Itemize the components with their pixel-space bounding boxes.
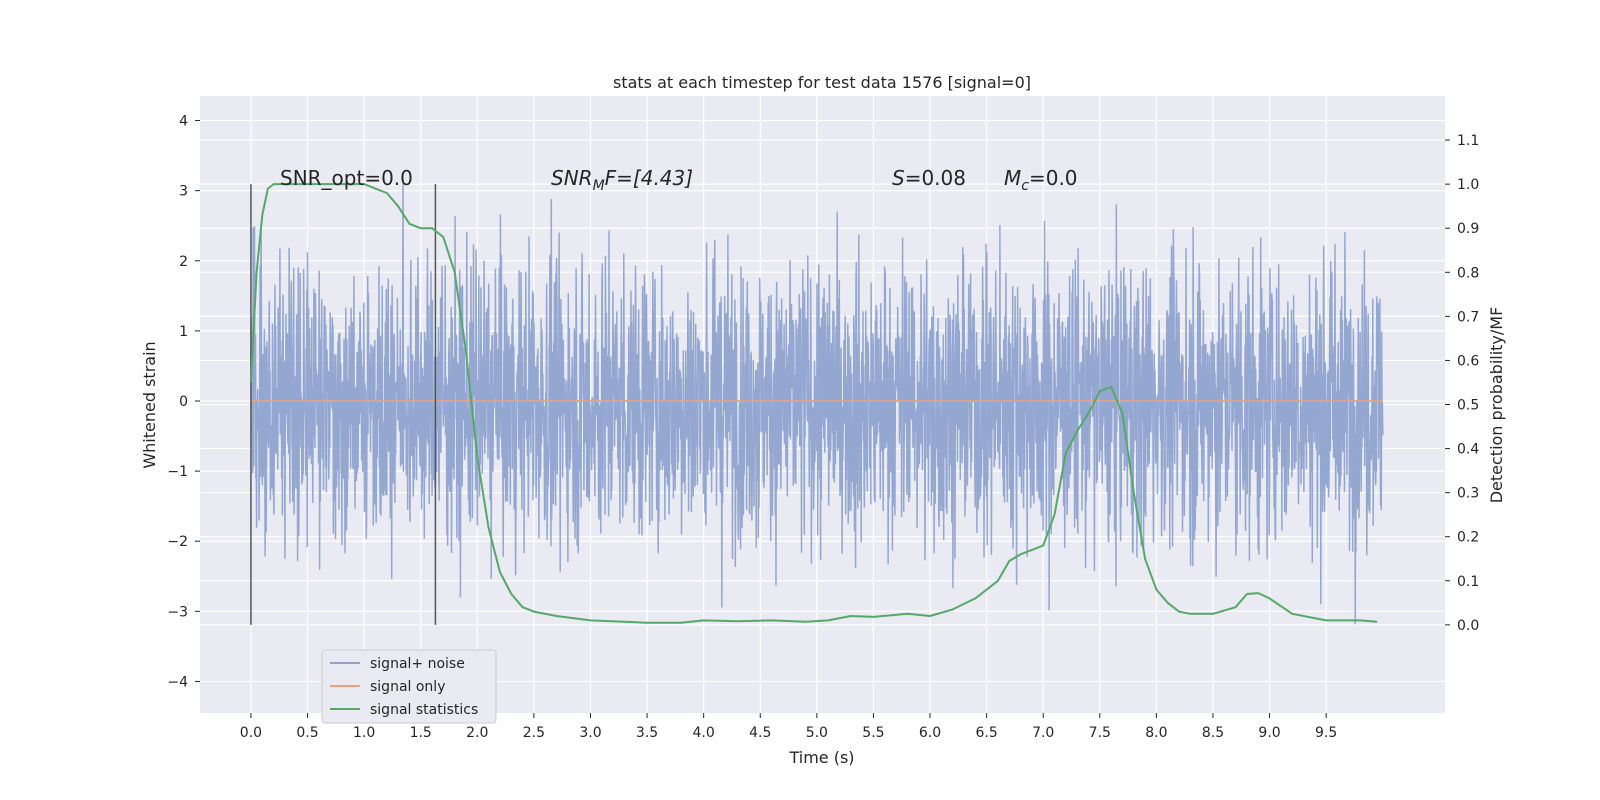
annotation-snr-mf-suffix: F=[4.43]	[605, 166, 693, 190]
y-axis-left-label: Whitened strain	[140, 341, 159, 468]
annotation-mc-sub: c	[1021, 178, 1029, 194]
x-tick-label-4: 2.0	[466, 725, 488, 741]
x-tick-label-13: 6.5	[975, 725, 997, 741]
y-right-tick-label-8: 0.3	[1457, 486, 1479, 502]
x-tick-label-10: 5.0	[806, 725, 828, 741]
x-tick-label-5: 2.5	[523, 725, 545, 741]
x-tick-label-3: 1.5	[410, 725, 432, 741]
annotation-snr-opt: SNR_opt=0.0	[280, 166, 413, 190]
x-tick-label-16: 8.0	[1145, 725, 1167, 741]
y-right-tick-label-0: 1.1	[1457, 133, 1479, 149]
chart-title: stats at each timestep for test data 157…	[613, 73, 1031, 92]
y-right-tick-label-11: 0.0	[1457, 618, 1479, 634]
x-tick-label-11: 5.5	[862, 725, 884, 741]
x-tick-label-17: 8.5	[1202, 725, 1224, 741]
y-left-tick-label-1: 3	[179, 184, 188, 200]
x-tick-label-12: 6.0	[919, 725, 941, 741]
x-tick-label-8: 4.0	[693, 725, 715, 741]
y-right-tick-label-10: 0.1	[1457, 574, 1479, 590]
x-tick-label-18: 9.0	[1258, 725, 1280, 741]
annotation-snr-mf-prefix: SNR	[551, 166, 593, 190]
x-axis-label: Time (s)	[788, 748, 854, 767]
annotation-mc-prefix: M	[1004, 166, 1021, 190]
y-right-tick-label-7: 0.4	[1457, 442, 1479, 458]
x-tick-label-7: 3.5	[636, 725, 658, 741]
series-signal-statistics	[249, 183, 1378, 624]
x-tick-label-14: 7.0	[1032, 725, 1054, 741]
x-tick-label-1: 0.5	[296, 725, 318, 741]
series-signal-noise	[250, 181, 1384, 625]
x-tick-label-0: 0.0	[240, 725, 262, 741]
y-left-tick-label-2: 2	[179, 254, 188, 270]
x-tick-label-2: 1.0	[353, 725, 375, 741]
signal-noise-line	[250, 181, 1384, 625]
y-left-tick-label-3: 1	[179, 324, 188, 340]
y-right-tick-label-5: 0.6	[1457, 353, 1479, 369]
y-right-tick-label-9: 0.2	[1457, 530, 1479, 546]
y-axis-left-ticks: 4 3 2 1 0 −1 −2 −3 −4	[167, 114, 200, 690]
y-right-tick-label-4: 0.7	[1457, 309, 1479, 325]
y-left-tick-label-0: 4	[179, 114, 188, 130]
y-right-tick-label-2: 0.9	[1457, 221, 1479, 237]
x-tick-label-6: 3.0	[579, 725, 601, 741]
y-axis-right-ticks: 1.1 1.0 0.9 0.8 0.7 0.6 0.5 0.4 0.3 0.2 0.1 0.0	[1445, 133, 1479, 634]
annotation-snr-mf-sub: M	[593, 178, 605, 194]
legend-label-signal-statistics: signal statistics	[370, 702, 478, 718]
y-right-tick-label-6: 0.5	[1457, 398, 1479, 414]
x-axis-ticks: 0.0 0.5 1.0 1.5 2.0 2.5 3.0 3.5 4.0 4.5 5.0 5.5 6.0 6…	[240, 713, 1337, 741]
annotation-snr-mf: SNRMF=[4.43]	[551, 166, 693, 194]
y-left-tick-label-5: −1	[167, 464, 188, 480]
y-right-tick-label-3: 0.8	[1457, 265, 1479, 281]
x-tick-label-19: 9.5	[1315, 725, 1337, 741]
legend-label-signal-noise: signal+ noise	[370, 656, 465, 672]
y-left-tick-label-8: −4	[167, 674, 188, 690]
annotation-s-prefix: S	[892, 166, 905, 190]
signal-statistics-line	[249, 183, 1378, 624]
vertical-markers	[250, 184, 437, 625]
legend-box	[321, 649, 497, 724]
annotation-mc: Mc=0.0	[1004, 166, 1078, 194]
annotation-s-value: =0.08	[905, 166, 966, 190]
y-axis-right-label: Detection probability/MF	[1487, 307, 1506, 504]
y-left-tick-label-4: 0	[179, 394, 188, 410]
y-left-tick-label-7: −3	[167, 604, 188, 620]
legend-label-signal-only: signal only	[370, 679, 445, 695]
y-right-tick-label-1: 1.0	[1457, 177, 1479, 193]
annotation-s: S=0.08	[892, 166, 966, 190]
annotation-mc-value: =0.0	[1029, 166, 1078, 190]
y-left-tick-label-6: −2	[167, 534, 188, 550]
legend: signal+ noise signal only signal statist…	[321, 649, 497, 724]
x-tick-label-9: 4.5	[749, 725, 771, 741]
x-tick-label-15: 7.5	[1089, 725, 1111, 741]
